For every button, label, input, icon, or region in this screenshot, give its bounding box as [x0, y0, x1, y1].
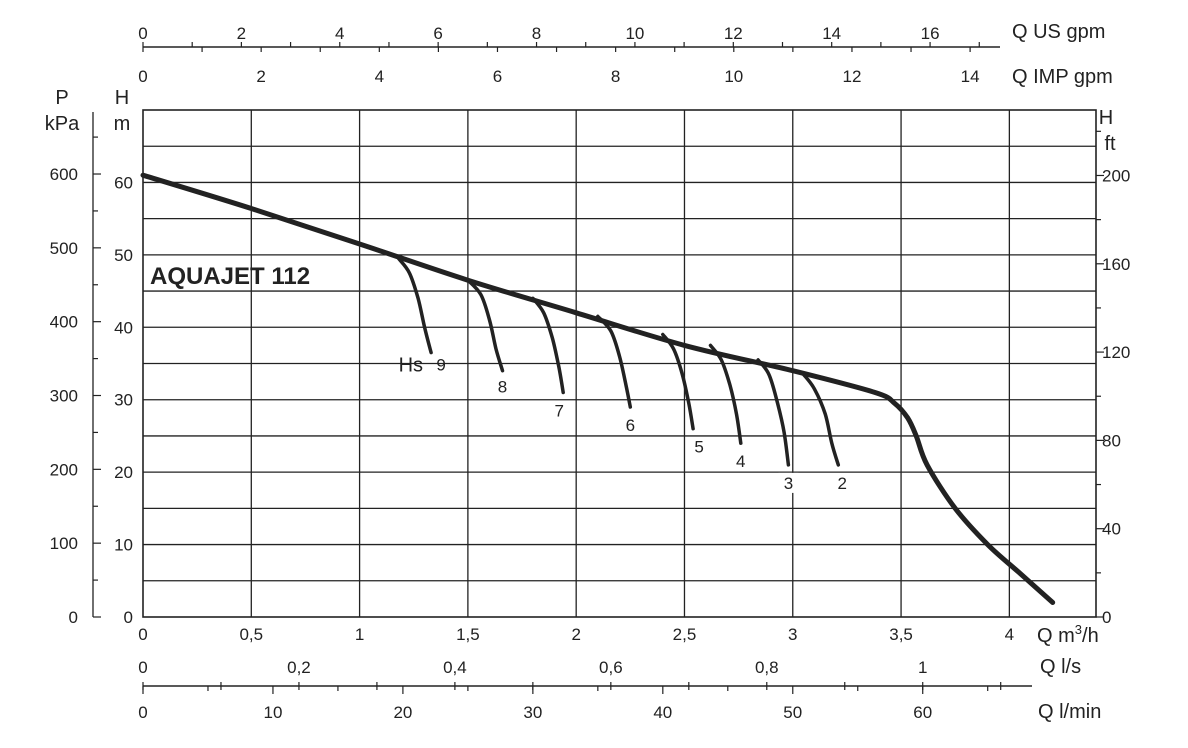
x-lmin-tick-label: 0: [138, 703, 147, 722]
x-m3h-label: Q m3/h: [1037, 622, 1099, 647]
y-m-tick-label: 60: [114, 173, 133, 192]
suction-label-6: 6: [626, 416, 635, 435]
suction-curve-3: [756, 358, 791, 467]
x-ls-label: Q l/s: [1040, 656, 1081, 678]
y-m-tick-label: 10: [114, 536, 133, 555]
x-lmin-tick-label: 20: [393, 703, 412, 722]
x-us-gpm-tick-label: 8: [532, 24, 541, 43]
x-imp-gpm-tick-label: 12: [842, 67, 861, 86]
suction-label-hs: Hs: [399, 355, 423, 377]
x-lmin-tick-label: 60: [913, 703, 932, 722]
x-m3h-tick-label: 4: [1005, 625, 1014, 644]
x-us-gpm-tick-label: 16: [921, 24, 940, 43]
x-ls-tick-label: 0,8: [755, 658, 779, 677]
x-m3h-tick-label: 3: [788, 625, 797, 644]
suction-label-3-bg: [778, 472, 799, 493]
x-ls-tick-label: 0,4: [443, 658, 467, 677]
curves: 9 Hs 8 7 6 5 4 3 2: [140, 172, 1056, 605]
y-kpa-tick-label: 300: [50, 387, 78, 406]
y-ft-tick-label: 80: [1102, 431, 1121, 450]
x-imp-gpm-tick-label: 14: [961, 67, 980, 86]
x-imp-gpm-tick-label: 4: [375, 67, 384, 86]
x-us-gpm-tick-label: 14: [822, 24, 841, 43]
suction-curve-7: [531, 296, 565, 395]
suction-curve-4: [708, 343, 743, 445]
x-lmin-label: Q l/min: [1038, 701, 1101, 723]
x-ls-tick-label: 0: [138, 658, 147, 677]
y-kpa-label-top: P: [55, 87, 68, 109]
y-ft-tick-label: 120: [1102, 343, 1130, 362]
x-m3h-label-superscript: 3: [1075, 622, 1082, 637]
plot-border: [142, 109, 1097, 618]
suction-label-3: 3: [784, 474, 793, 493]
x-ls-tick-label: 0,2: [287, 658, 311, 677]
x-lmin-tick-label: 10: [263, 703, 282, 722]
y-kpa-tick-label: 100: [50, 534, 78, 553]
x-m3h-tick-label: 0: [138, 625, 147, 644]
x-us-gpm-tick-label: 10: [625, 24, 644, 43]
suction-label-8: 8: [498, 378, 507, 397]
y-m-label-bottom: m: [114, 113, 131, 135]
y-ft-tick-label: 160: [1102, 255, 1130, 274]
y-m-tick-label: 40: [114, 318, 133, 337]
x-imp-gpm-tick-label: 6: [493, 67, 502, 86]
x-m3h-tick-label: 0,5: [239, 625, 263, 644]
suction-curve-5: [661, 332, 695, 431]
x-lmin-tick-label: 30: [523, 703, 542, 722]
y-kpa-tick-label: 600: [50, 165, 78, 184]
x-us-gpm-tick-label: 6: [433, 24, 442, 43]
x-imp-gpm-label: Q IMP gpm: [1012, 66, 1113, 88]
y-m-label-top: H: [115, 87, 129, 109]
y-ft-tick-label: 200: [1102, 166, 1130, 185]
suction-label-9: 9: [436, 356, 445, 375]
suction-label-4: 4: [736, 452, 745, 471]
suction-curve-6: [596, 314, 633, 409]
x-m3h-tick-label: 3,5: [889, 625, 913, 644]
suction-curve-9: [396, 256, 433, 355]
x-lmin-tick-label: 40: [653, 703, 672, 722]
x-m3h-label-tail: /h: [1082, 625, 1099, 647]
x-us-gpm-tick-label: 12: [724, 24, 743, 43]
y-kpa-tick-label: 0: [69, 608, 78, 627]
plot-frame: [142, 109, 1097, 618]
x-us-gpm-tick-label: 2: [237, 24, 246, 43]
grid: [143, 110, 1096, 617]
suction-label-7: 7: [554, 401, 563, 420]
y-ft-tick-label: 40: [1102, 520, 1121, 539]
x-m3h-tick-label: 2,5: [673, 625, 697, 644]
y-m-tick-label: 0: [124, 608, 133, 627]
y-m-tick-label: 20: [114, 463, 133, 482]
y-kpa-tick-label: 200: [50, 460, 78, 479]
pump-curve: [140, 172, 1056, 605]
x-m3h-tick-label: 1: [355, 625, 364, 644]
suction-label-5: 5: [694, 438, 703, 457]
x-us-gpm-label: Q US gpm: [1012, 21, 1105, 43]
y-m-tick-label: 50: [114, 246, 133, 265]
axes: 0102030405060Hm0100200300400500600PkPa04…: [45, 21, 1131, 723]
suction-label-2: 2: [838, 474, 847, 493]
x-m3h-tick-label: 2: [571, 625, 580, 644]
y-ft-label-top: H: [1099, 107, 1113, 129]
y-ft-tick-label: 0: [1102, 608, 1111, 627]
y-kpa-label-bottom: kPa: [45, 113, 80, 135]
x-ls-tick-label: 0,6: [599, 658, 623, 677]
x-m3h-tick-label: 1,5: [456, 625, 480, 644]
x-ls-tick-label: 1: [918, 658, 927, 677]
x-imp-gpm-tick-label: 10: [724, 67, 743, 86]
x-us-gpm-tick-label: 0: [138, 24, 147, 43]
x-imp-gpm-tick-label: 8: [611, 67, 620, 86]
y-ft-label-bottom: ft: [1104, 133, 1116, 155]
x-imp-gpm-tick-label: 0: [138, 67, 147, 86]
x-us-gpm-tick-label: 4: [335, 24, 344, 43]
suction-curve-2: [801, 372, 841, 467]
y-kpa-tick-label: 500: [50, 239, 78, 258]
chart-title: AQUAJET 112: [150, 263, 310, 290]
x-imp-gpm-tick-label: 2: [256, 67, 265, 86]
x-lmin-tick-label: 50: [783, 703, 802, 722]
suction-curve-8: [466, 278, 505, 373]
y-m-tick-label: 30: [114, 391, 133, 410]
y-kpa-tick-label: 400: [50, 313, 78, 332]
